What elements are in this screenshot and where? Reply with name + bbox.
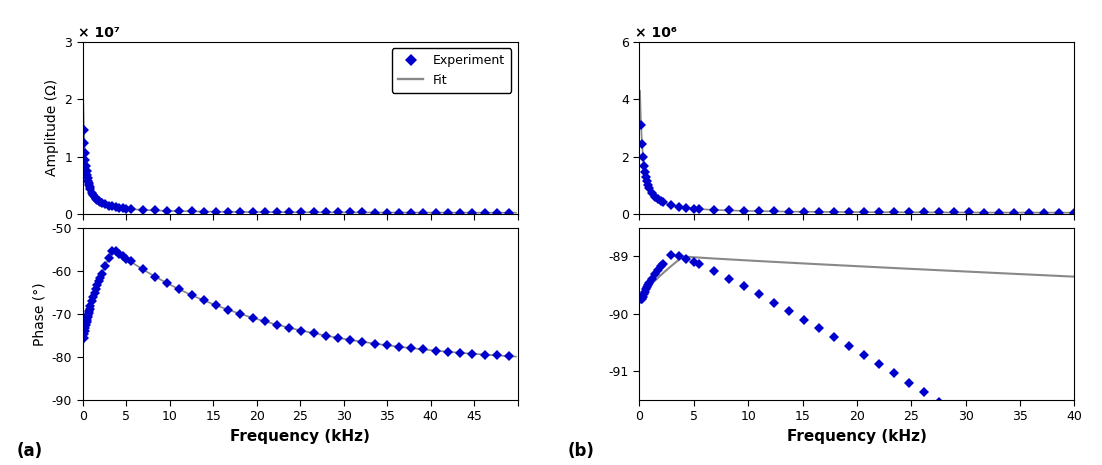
Text: × 10⁶: × 10⁶ bbox=[635, 26, 677, 40]
Text: × 10⁷: × 10⁷ bbox=[78, 26, 120, 40]
Legend: Experiment, Fit: Experiment, Fit bbox=[392, 48, 511, 93]
X-axis label: Frequency (kHz): Frequency (kHz) bbox=[230, 429, 370, 444]
Y-axis label: Amplitude (Ω): Amplitude (Ω) bbox=[45, 80, 58, 177]
X-axis label: Frequency (kHz): Frequency (kHz) bbox=[787, 429, 927, 444]
Y-axis label: Phase (°): Phase (°) bbox=[32, 282, 46, 345]
Text: (b): (b) bbox=[568, 442, 594, 460]
Text: (a): (a) bbox=[17, 442, 43, 460]
